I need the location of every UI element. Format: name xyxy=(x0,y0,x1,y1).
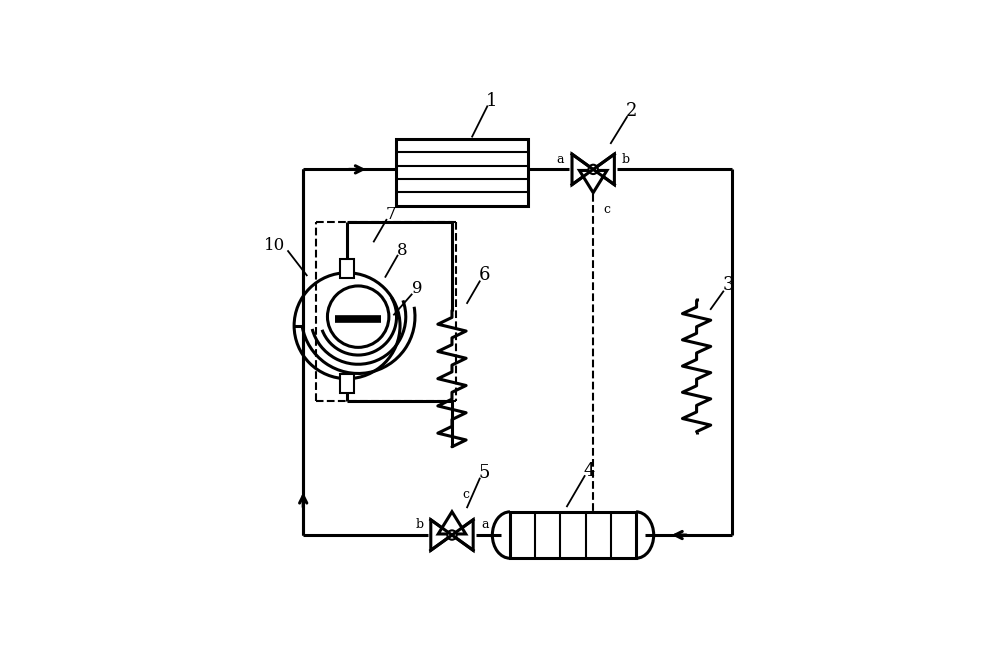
Text: b: b xyxy=(621,153,630,166)
Polygon shape xyxy=(431,520,452,550)
Text: 8: 8 xyxy=(397,242,408,259)
Polygon shape xyxy=(452,520,473,550)
Text: a: a xyxy=(482,519,489,531)
Bar xyxy=(340,373,354,393)
Text: c: c xyxy=(604,203,611,216)
Text: c: c xyxy=(463,488,470,501)
Bar xyxy=(396,139,528,206)
Circle shape xyxy=(447,531,457,540)
Bar xyxy=(340,259,354,278)
Circle shape xyxy=(294,272,400,379)
Polygon shape xyxy=(593,154,614,185)
Text: 7: 7 xyxy=(385,206,396,223)
Circle shape xyxy=(589,164,598,174)
Text: 10: 10 xyxy=(264,236,285,253)
Bar xyxy=(510,512,636,558)
Text: 9: 9 xyxy=(412,280,423,297)
Text: 2: 2 xyxy=(626,102,637,121)
Text: 1: 1 xyxy=(486,92,497,110)
Text: a: a xyxy=(556,153,564,166)
Text: b: b xyxy=(416,519,424,531)
Text: 6: 6 xyxy=(479,267,490,284)
Text: 3: 3 xyxy=(723,276,734,294)
Polygon shape xyxy=(438,512,466,534)
Circle shape xyxy=(327,286,389,347)
Polygon shape xyxy=(579,170,607,193)
Polygon shape xyxy=(572,154,593,185)
Text: 5: 5 xyxy=(479,464,490,482)
Text: 4: 4 xyxy=(583,462,595,480)
